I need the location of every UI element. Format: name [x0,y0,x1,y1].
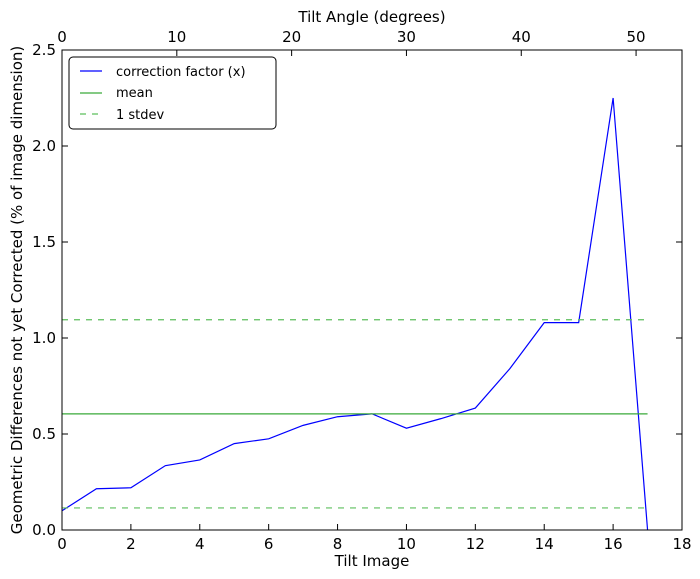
legend-label-correction: correction factor (x) [116,65,246,80]
x2-tick-label: 30 [397,28,416,46]
plot-frame [61,49,683,531]
y-tick-label: 2.5 [32,41,56,59]
y-tick-label: 1.5 [32,233,56,251]
x-tick-label: 12 [466,535,485,553]
x-tick-label: 14 [535,535,554,553]
x-tick-label: 2 [126,535,136,553]
y-tick-label: 0.0 [32,521,56,539]
x-tick-label: 0 [57,535,67,553]
plot-area [62,50,682,530]
x-tick-label: 6 [264,535,274,553]
legend-label-stdev: 1 stdev [116,108,165,123]
x2-tick-label: 50 [627,28,646,46]
y-tick-label: 2.0 [32,137,56,155]
top-axis-label: Tilt Angle (degrees) [297,8,445,26]
y-axis-label: Geometric Differences not yet Corrected … [8,46,26,535]
legend: correction factor (x) mean 1 stdev [68,56,277,130]
x-axis-label: Tilt Image [334,552,410,570]
series-line-0 [61,97,649,531]
y-tick-label: 0.5 [32,425,56,443]
x2-tick-label: 10 [167,28,186,46]
ticks-layer: 0 2 4 6 8 10 12 14 16 18 0 10 20 30 40 50 0.0 0.5 1.0 1.5 2.… [32,28,691,553]
x-tick-label: 4 [195,535,205,553]
legend-box [68,56,277,130]
x2-tick-label: 20 [282,28,301,46]
x-tick-label: 10 [397,535,416,553]
x-tick-label: 16 [604,535,623,553]
x-tick-label: 18 [672,535,691,553]
x2-tick-label: 40 [512,28,531,46]
legend-label-mean: mean [116,86,153,101]
x-tick-label: 8 [333,535,343,553]
series-layer [61,97,649,531]
x2-tick-label: 0 [57,28,67,46]
y-tick-label: 1.0 [32,329,56,347]
